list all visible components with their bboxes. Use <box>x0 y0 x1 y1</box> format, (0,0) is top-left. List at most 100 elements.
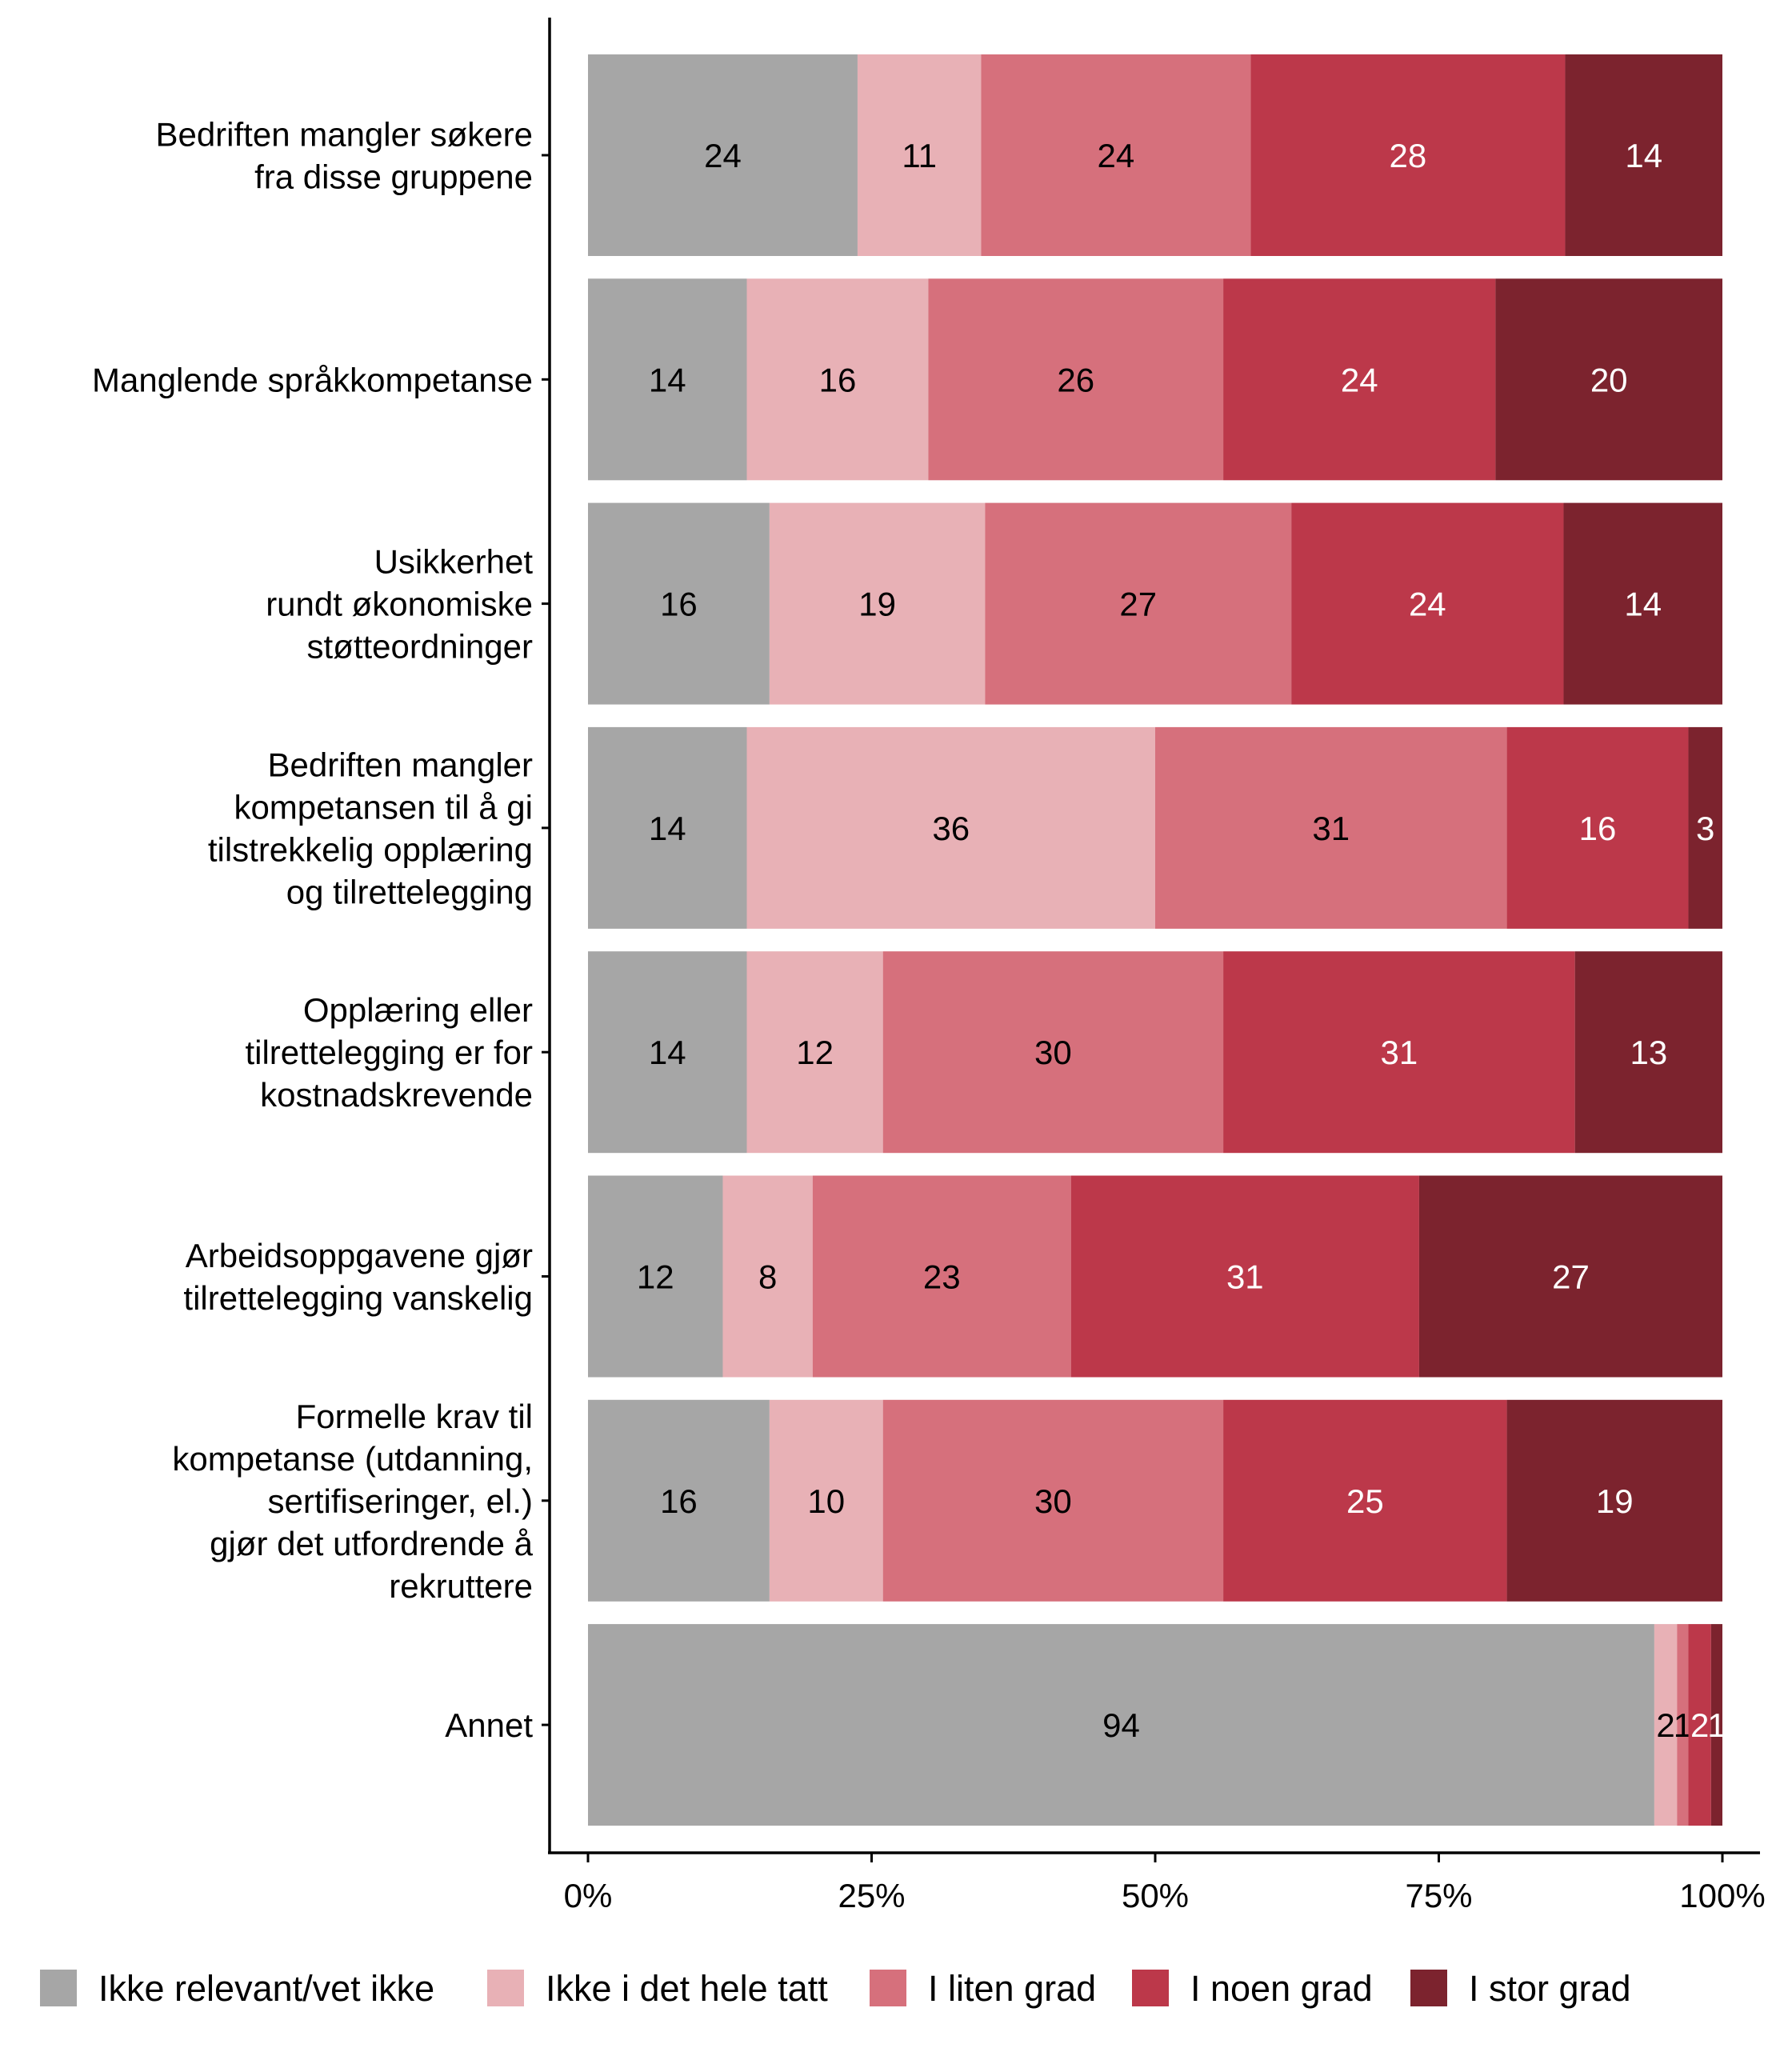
bar-value-label: 23 <box>923 1258 961 1296</box>
bar-segment <box>746 726 1155 929</box>
bar-value-label: 16 <box>660 1482 698 1520</box>
bar-value-label: 14 <box>649 361 686 398</box>
bar-value-label: 11 <box>902 137 937 174</box>
bar-segment <box>1565 54 1722 256</box>
category-label: Usikkerhet rundt økonomiske støtteordninge… <box>266 543 533 666</box>
bar-segment <box>1574 951 1722 1154</box>
bar-value-label: 20 <box>1590 361 1628 398</box>
bar-segment <box>812 1175 1071 1378</box>
bar-segment <box>1688 726 1722 929</box>
bar-value-label: 24 <box>1409 586 1446 623</box>
bar-value-label: 8 <box>758 1258 777 1296</box>
legend-swatch <box>870 1970 906 2006</box>
legend-swatch <box>487 1970 524 2006</box>
bar-segment <box>882 1399 1224 1602</box>
bar-segment <box>746 951 883 1154</box>
bar-value-label: 24 <box>1341 361 1378 398</box>
bar-value-label: 12 <box>796 1034 834 1071</box>
bar-segment <box>882 951 1224 1154</box>
bar-segment <box>1070 1175 1419 1378</box>
legend-label: I noen grad <box>1190 1968 1373 2009</box>
bar-segment <box>588 1399 770 1602</box>
y-axis-labels: Bedriften mangler søkere fra disse gruppe… <box>92 116 534 1745</box>
bar-segment <box>985 502 1292 705</box>
bar-value-label: 14 <box>1625 137 1662 174</box>
bar-segment <box>1677 1624 1689 1826</box>
bar-value-label: 31 <box>1226 1258 1264 1296</box>
bar-value-label: 14 <box>1624 586 1662 623</box>
bar-segment <box>1710 1624 1722 1826</box>
bar-value-label: 25 <box>1346 1482 1384 1520</box>
x-tick-label: 25% <box>838 1877 905 1914</box>
bar-segment <box>928 278 1224 481</box>
bar-value-label: 16 <box>819 361 857 398</box>
legend-label: I stor grad <box>1469 1968 1631 2009</box>
bar-value-label: 2 <box>1690 1706 1709 1744</box>
bar-segment <box>769 1399 883 1602</box>
bar-value-label: 16 <box>660 586 698 623</box>
bar-segment <box>1563 502 1722 705</box>
category-label: Bedriften mangler kompetansen til å gi til… <box>208 746 533 910</box>
bar-segment <box>588 951 747 1154</box>
bar-value-label: 31 <box>1312 810 1350 847</box>
bar-segment <box>1223 278 1496 481</box>
bar-segment <box>1654 1624 1678 1826</box>
bar-segment <box>588 54 858 256</box>
bar-value-label: 12 <box>637 1258 674 1296</box>
bar-value-label: 19 <box>1596 1482 1634 1520</box>
bar-segment <box>588 1175 723 1378</box>
legend-swatch <box>1410 1970 1447 2006</box>
category-label: Annet <box>445 1706 533 1744</box>
bar-segment <box>1291 502 1564 705</box>
bar-value-label: 14 <box>649 1034 686 1071</box>
bar-segment <box>722 1175 813 1378</box>
category-label: Arbeidsoppgavene gjør tilrettelegging van… <box>183 1237 533 1317</box>
bar-value-label: 36 <box>932 810 970 847</box>
bar-value-label: 24 <box>704 137 742 174</box>
bar-segment <box>1250 54 1566 256</box>
bar-segment <box>588 726 747 929</box>
bar-segment <box>1223 951 1575 1154</box>
category-label: Manglende språkkompetanse <box>92 361 533 398</box>
bar-value-label: 1 <box>1707 1706 1726 1744</box>
bar-segment <box>588 1624 1654 1826</box>
x-tick-label: 75% <box>1405 1877 1472 1914</box>
bar-value-label: 24 <box>1098 137 1135 174</box>
bar-value-label: 94 <box>1102 1706 1140 1744</box>
bar-value-label: 10 <box>807 1482 845 1520</box>
category-label: Formelle krav til kompetanse (utdanning, s… <box>172 1398 533 1605</box>
bar-segment <box>1506 726 1689 929</box>
category-label: Opplæring eller tilrettelegging er for kos… <box>245 991 533 1114</box>
category-label: Bedriften mangler søkere fra disse gruppe… <box>155 116 533 196</box>
bar-value-label: 28 <box>1390 137 1427 174</box>
bar-value-label: 16 <box>1579 810 1617 847</box>
bar-segment <box>1418 1175 1722 1378</box>
x-tick-label: 100% <box>1679 1877 1765 1914</box>
bar-segment <box>1155 726 1507 929</box>
bar-value-label: 1 <box>1674 1706 1692 1744</box>
bar-value-label: 2 <box>1656 1706 1674 1744</box>
bar-value-label: 30 <box>1034 1034 1072 1071</box>
bar-value-label: 27 <box>1552 1258 1590 1296</box>
bar-value-label: 14 <box>649 810 686 847</box>
bar-segment <box>1506 1399 1722 1602</box>
bar-segment <box>1688 1624 1711 1826</box>
bar-segment <box>588 278 747 481</box>
bar-segment <box>746 278 929 481</box>
legend-label: Ikke i det hele tatt <box>546 1968 828 2009</box>
bar-value-label: 13 <box>1630 1034 1667 1071</box>
bar-value-label: 26 <box>1057 361 1094 398</box>
bar-value-label: 30 <box>1034 1482 1072 1520</box>
bar-segment <box>1495 278 1722 481</box>
legend-label: I liten grad <box>928 1968 1096 2009</box>
bar-segment <box>769 502 986 705</box>
legend: Ikke relevant/vet ikke Ikke i det hele ta… <box>40 1968 1631 2009</box>
bar-segment <box>981 54 1251 256</box>
bar-segment <box>857 54 982 256</box>
bar-value-label: 31 <box>1381 1034 1418 1071</box>
legend-swatch <box>40 1970 77 2006</box>
bar-segment <box>588 502 770 705</box>
x-tick-label: 0% <box>564 1877 613 1914</box>
